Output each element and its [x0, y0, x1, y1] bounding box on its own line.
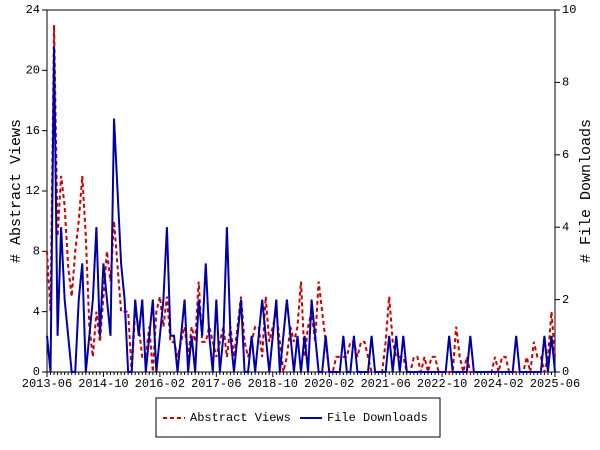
- y-tick-label: 4: [33, 305, 40, 319]
- y2-axis-title: # File Downloads: [578, 119, 595, 263]
- y-tick-label: 0: [33, 365, 40, 379]
- data-line: [46, 46, 556, 373]
- x-tick-label: 2025-06: [530, 377, 580, 391]
- x-tick-label: 2016-02: [135, 377, 185, 391]
- legend-box: [155, 397, 441, 438]
- legend-label: Abstract Views: [190, 411, 291, 425]
- x-tick-label: 2014-10: [78, 377, 128, 391]
- y2-tick-label: 0: [562, 365, 569, 379]
- y2-tick-label: 8: [562, 76, 569, 90]
- x-tick-label: 2018-10: [248, 377, 298, 391]
- plot-frame: [46, 9, 556, 373]
- x-tick-label: 2013-06: [22, 377, 72, 391]
- y-tick-label: 8: [33, 245, 40, 259]
- y2-tick-label: 2: [562, 293, 569, 307]
- y2-tick-label: 6: [562, 148, 569, 162]
- y-tick-label: 12: [26, 184, 40, 198]
- legend-label: File Downloads: [327, 411, 428, 425]
- y-tick-label: 24: [26, 3, 40, 17]
- y-tick-label: 16: [26, 124, 40, 138]
- x-tick-label: 2021-06: [360, 377, 410, 391]
- y2-tick-label: 10: [562, 3, 576, 17]
- y-axis-title: # Abstract Views: [8, 119, 25, 263]
- x-tick-label: 2017-06: [191, 377, 241, 391]
- y2-tick-label: 4: [562, 220, 569, 234]
- x-tick-label: 2022-10: [417, 377, 467, 391]
- data-line: [46, 25, 556, 373]
- y-tick-label: 20: [26, 64, 40, 78]
- x-tick-label: 2024-02: [473, 377, 523, 391]
- x-tick-label: 2020-02: [304, 377, 354, 391]
